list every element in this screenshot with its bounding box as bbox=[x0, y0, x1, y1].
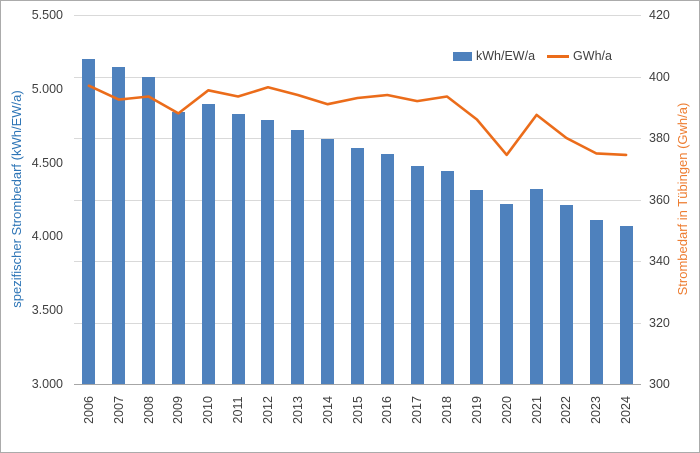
x-tick-2015: 2015 bbox=[350, 396, 365, 424]
x-tick-2014: 2014 bbox=[320, 396, 335, 424]
grid-line bbox=[74, 76, 641, 78]
left-tick-3000: 3.000 bbox=[31, 377, 63, 391]
x-tick-2008: 2008 bbox=[141, 396, 156, 424]
bar-2020 bbox=[500, 203, 514, 384]
gwh-line bbox=[87, 84, 628, 157]
left-tick-5000: 5.000 bbox=[31, 81, 63, 96]
left-tick-3500: 3.500 bbox=[31, 303, 63, 318]
x-tick-2018: 2018 bbox=[440, 396, 455, 424]
plot-area bbox=[74, 15, 641, 385]
left-tick-5500: 5.500 bbox=[31, 8, 63, 22]
left-tick-4000: 4.000 bbox=[31, 229, 63, 244]
x-tick-2010: 2010 bbox=[201, 396, 216, 424]
x-tick-2023: 2023 bbox=[589, 396, 604, 424]
bar-2006 bbox=[82, 59, 96, 384]
bar-2021 bbox=[530, 189, 544, 384]
bar-2022 bbox=[559, 205, 573, 384]
bar-2018 bbox=[440, 171, 454, 384]
right-tick-420: 420 bbox=[649, 8, 670, 22]
bar-2010 bbox=[201, 103, 215, 384]
grid-line bbox=[74, 138, 641, 139]
right-tick-320: 320 bbox=[649, 315, 670, 330]
x-tick-2016: 2016 bbox=[380, 396, 395, 424]
x-tick-2017: 2017 bbox=[410, 396, 425, 424]
right-tick-380: 380 bbox=[649, 131, 670, 145]
left-axis-title: spezifischer Strombedarf (kWh/EW/a) bbox=[9, 90, 24, 308]
x-tick-2022: 2022 bbox=[559, 396, 574, 424]
x-tick-2006: 2006 bbox=[81, 396, 96, 424]
bar-series-swatch-icon bbox=[453, 51, 472, 61]
line-series-layer bbox=[87, 84, 628, 157]
right-tick-360: 360 bbox=[649, 192, 670, 207]
bar-2007 bbox=[112, 66, 126, 384]
bar-2013 bbox=[291, 130, 305, 384]
legend-item-bars: kWh/EW/a bbox=[453, 49, 535, 63]
line-series-swatch-icon bbox=[547, 54, 570, 58]
right-tick-300: 300 bbox=[649, 377, 670, 391]
bar-2015 bbox=[351, 147, 364, 384]
bar-2011 bbox=[231, 113, 245, 384]
x-tick-2009: 2009 bbox=[171, 396, 186, 424]
right-tick-340: 340 bbox=[649, 254, 670, 268]
bar-2012 bbox=[261, 119, 275, 384]
x-tick-2019: 2019 bbox=[469, 396, 484, 424]
x-tick-2007: 2007 bbox=[111, 396, 126, 424]
bar-2016 bbox=[380, 153, 394, 384]
legend-label-line: GWh/a bbox=[573, 49, 612, 63]
bar-2024 bbox=[619, 226, 633, 384]
left-tick-4500: 4.500 bbox=[31, 155, 63, 170]
legend-item-line: GWh/a bbox=[547, 49, 612, 63]
x-tick-2011: 2011 bbox=[231, 396, 246, 424]
bar-2014 bbox=[321, 138, 335, 384]
legend-label-bars: kWh/EW/a bbox=[476, 49, 536, 63]
x-tick-2012: 2012 bbox=[260, 396, 275, 424]
bar-2008 bbox=[142, 76, 156, 384]
x-tick-2024: 2024 bbox=[619, 396, 634, 424]
bar-2023 bbox=[589, 220, 603, 384]
bar-2017 bbox=[410, 165, 424, 384]
legend: kWh/EW/a GWh/a bbox=[453, 48, 612, 64]
bar-2019 bbox=[470, 189, 484, 384]
x-axis-line bbox=[74, 384, 641, 385]
right-axis-title: Strombedarf in Tübingen (Gwh/a) bbox=[675, 102, 690, 296]
x-tick-2020: 2020 bbox=[499, 396, 514, 424]
grid-line bbox=[74, 15, 641, 16]
bar-2009 bbox=[171, 112, 185, 384]
x-tick-2013: 2013 bbox=[290, 396, 305, 424]
right-tick-400: 400 bbox=[649, 69, 670, 84]
x-tick-2021: 2021 bbox=[529, 396, 544, 424]
